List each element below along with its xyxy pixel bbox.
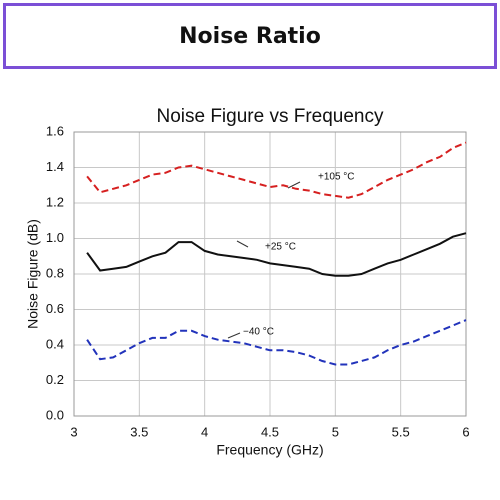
leader-line <box>287 181 301 189</box>
y-tick-label: 1.6 <box>46 123 64 138</box>
x-tick-label: 3.5 <box>130 424 148 439</box>
x-tick-label: 3 <box>70 424 77 439</box>
y-tick-label: 0.2 <box>46 372 64 387</box>
header-title: Noise Ratio <box>179 24 321 49</box>
y-axis-label: Noise Figure (dB) <box>25 219 41 329</box>
leader-line <box>236 240 249 248</box>
x-tick-label: 4 <box>201 424 208 439</box>
x-tick-label: 4.5 <box>261 424 279 439</box>
series-label: −40 °C <box>243 327 274 338</box>
series-label: +105 °C <box>318 172 355 183</box>
y-tick-label: 1.0 <box>46 230 64 245</box>
series-line <box>86 141 467 199</box>
header-box: Noise Ratio <box>3 3 497 69</box>
plot-frame <box>73 131 467 417</box>
x-tick-label: 5 <box>332 424 339 439</box>
series-label: +25 °C <box>265 242 296 253</box>
x-tick-label: 5.5 <box>392 424 410 439</box>
chart-title: Noise Figure vs Frequency <box>156 106 384 127</box>
y-tick-label: 0.0 <box>46 407 64 422</box>
x-axis-label: Frequency (GHz) <box>216 442 323 458</box>
y-tick-label: 1.2 <box>46 194 64 209</box>
series-line <box>86 232 467 277</box>
y-tick-label: 0.4 <box>46 336 64 351</box>
y-tick-label: 0.8 <box>46 265 64 280</box>
y-tick-label: 0.6 <box>46 301 64 316</box>
leader-line <box>227 332 241 339</box>
y-tick-label: 1.4 <box>46 159 64 174</box>
series-line <box>86 319 467 366</box>
x-tick-label: 6 <box>462 424 469 439</box>
